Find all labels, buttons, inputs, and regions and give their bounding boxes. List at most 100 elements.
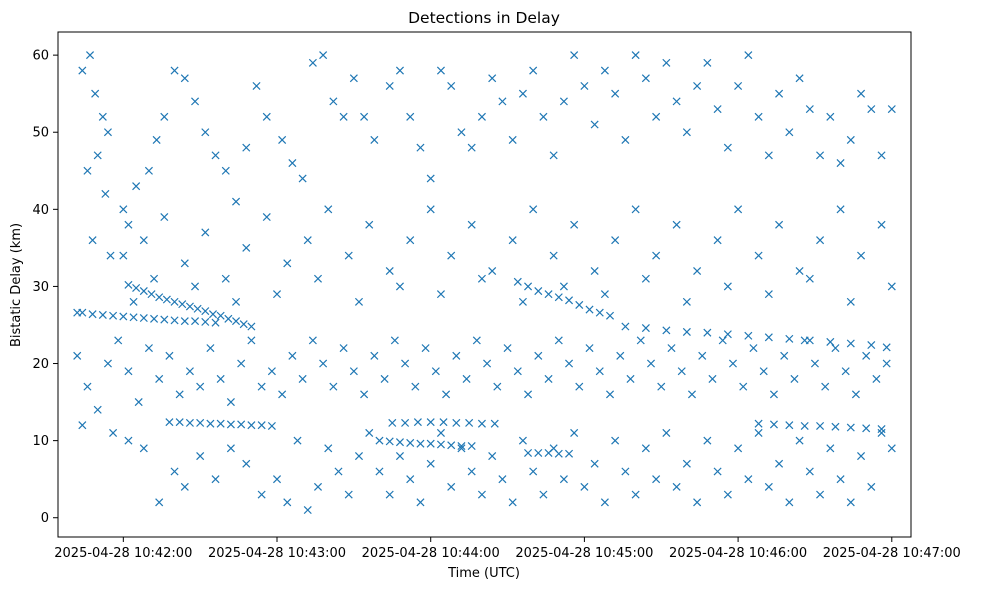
data-point-track_6 — [544, 290, 553, 299]
data-point-clutter — [152, 135, 161, 144]
data-point-clutter — [590, 266, 599, 276]
data-point-clutter — [247, 336, 256, 345]
data-point-clutter — [73, 351, 82, 360]
data-point-clutter — [488, 74, 497, 83]
data-point-clutter — [477, 112, 486, 121]
data-point-track_3 — [226, 420, 235, 429]
data-point-clutter — [600, 498, 609, 507]
data-point-clutter — [124, 220, 133, 229]
data-point-clutter — [713, 105, 722, 114]
data-point-clutter — [646, 359, 656, 368]
data-point-clutter — [385, 81, 394, 90]
y-tick-label: 60 — [32, 49, 49, 64]
data-point-track_1 — [201, 317, 210, 326]
data-point-clutter — [221, 274, 230, 283]
data-point-clutter — [872, 374, 881, 383]
data-point-clutter — [436, 66, 445, 75]
data-point-clutter — [226, 444, 235, 453]
data-point-clutter — [298, 174, 307, 183]
data-point-clutter — [349, 367, 358, 376]
data-point-clutter — [887, 282, 896, 291]
data-point-clutter — [85, 51, 95, 60]
data-point-clutter — [621, 467, 630, 476]
data-point-track_2 — [147, 290, 156, 299]
data-point-clutter — [754, 251, 763, 260]
data-point-clutter — [467, 467, 476, 476]
data-point-clutter — [775, 459, 784, 468]
data-point-track_8 — [867, 340, 876, 350]
data-point-track_2 — [185, 302, 194, 311]
data-point-clutter — [211, 475, 220, 484]
data-point-clutter — [119, 251, 128, 260]
data-point-track_9 — [754, 419, 763, 428]
data-point-clutter — [329, 97, 338, 106]
data-point-clutter — [211, 151, 220, 160]
data-point-clutter — [406, 475, 415, 484]
data-point-clutter — [764, 290, 773, 299]
data-point-clutter — [452, 351, 461, 360]
data-point-clutter — [488, 452, 497, 461]
data-point-clutter — [518, 436, 527, 445]
data-point-clutter — [262, 213, 271, 222]
data-point-clutter — [887, 444, 896, 453]
data-point-track_9 — [785, 421, 794, 430]
data-point-clutter — [436, 428, 445, 437]
data-point-clutter — [385, 266, 394, 276]
data-point-track_2 — [232, 317, 241, 326]
data-point-clutter — [611, 89, 620, 98]
data-point-clutter — [457, 128, 466, 137]
data-point-clutter — [308, 58, 317, 67]
data-point-clutter — [488, 266, 497, 276]
data-point-clutter — [344, 251, 353, 260]
data-point-track_4 — [395, 438, 404, 447]
data-point-clutter — [544, 374, 553, 383]
data-point-track_4 — [457, 441, 466, 451]
data-point-clutter — [703, 436, 712, 445]
x-tick-label: 2025-04-28 10:42:00 — [54, 546, 192, 561]
data-point-clutter — [662, 58, 671, 67]
data-point-clutter — [498, 97, 507, 106]
data-point-clutter — [524, 390, 533, 399]
data-point-clutter — [283, 498, 292, 507]
data-point-clutter — [303, 505, 312, 515]
data-point-track_6 — [575, 300, 584, 309]
data-point-track_2 — [139, 287, 148, 296]
data-point-clutter — [426, 174, 435, 183]
data-point-clutter — [160, 213, 169, 222]
data-point-clutter — [672, 97, 681, 106]
data-point-track_9 — [846, 423, 855, 432]
data-point-clutter — [406, 112, 415, 121]
data-point-track_3 — [185, 418, 194, 427]
data-point-clutter — [150, 274, 159, 283]
data-point-clutter — [101, 189, 110, 198]
data-point-clutter — [549, 444, 558, 453]
data-point-clutter — [693, 498, 702, 507]
data-point-clutter — [800, 336, 809, 345]
data-point-clutter — [877, 428, 886, 437]
data-point-clutter — [88, 236, 97, 245]
data-point-clutter — [395, 452, 404, 461]
data-point-clutter — [641, 274, 650, 283]
data-point-clutter — [375, 467, 384, 476]
data-point-clutter — [508, 498, 517, 507]
data-point-track_1 — [211, 318, 220, 327]
data-point-clutter — [795, 74, 804, 83]
data-point-clutter — [862, 351, 871, 360]
data-point-clutter — [334, 467, 343, 476]
data-point-track_5 — [439, 418, 448, 427]
data-point-track_7 — [534, 448, 543, 457]
data-point-clutter — [744, 475, 753, 484]
plot-frame — [57, 31, 912, 538]
data-point-clutter — [867, 482, 876, 491]
data-point-clutter — [764, 151, 773, 160]
data-point-clutter — [319, 51, 328, 60]
data-point-clutter — [616, 351, 625, 360]
data-point-clutter — [78, 421, 87, 430]
data-point-clutter — [457, 444, 466, 453]
data-point-clutter — [846, 498, 855, 507]
data-point-clutter — [590, 120, 599, 129]
data-point-track_8 — [826, 337, 835, 346]
data-point-track_9 — [769, 420, 778, 429]
data-point-clutter — [319, 359, 328, 368]
